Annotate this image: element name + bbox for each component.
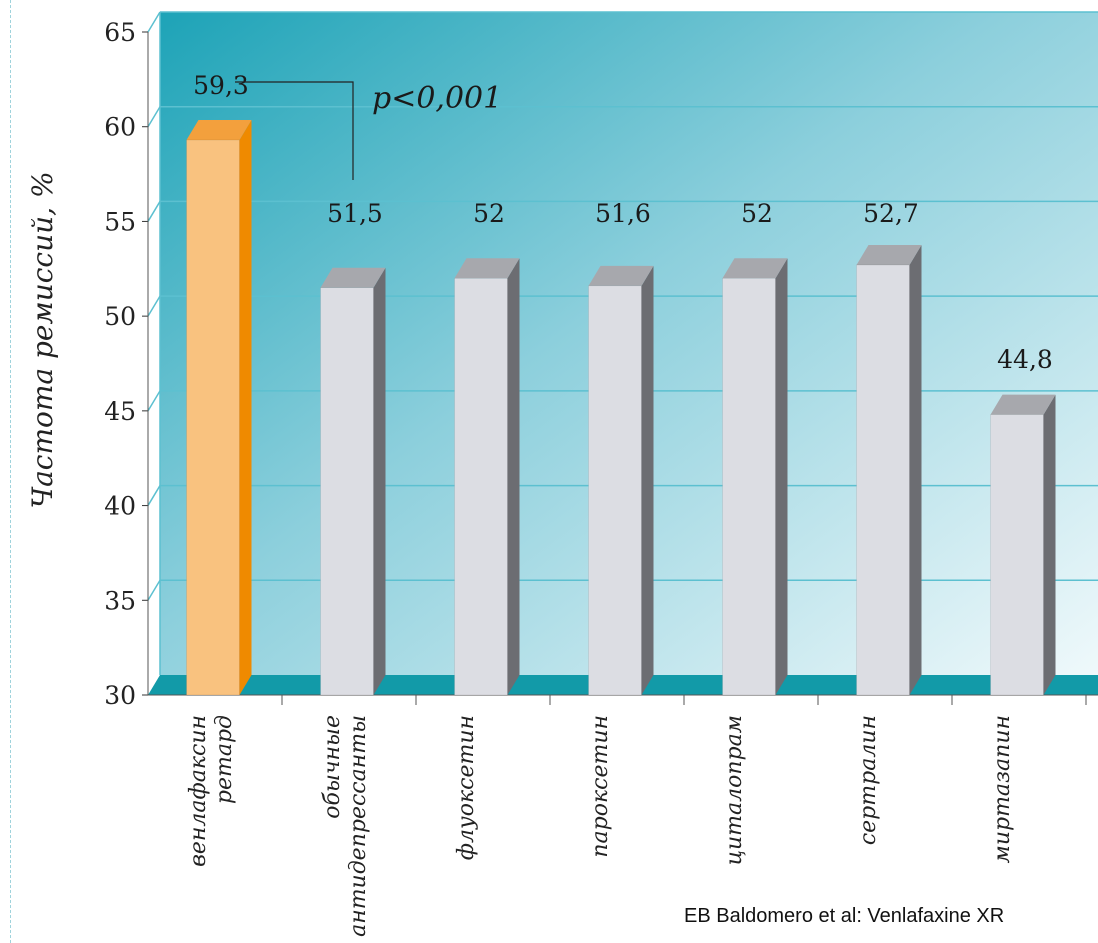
bar-top	[454, 258, 520, 279]
bar	[320, 267, 386, 696]
bar-side	[641, 265, 654, 695]
gridline-depth	[147, 295, 161, 317]
gridline-depth	[147, 390, 161, 412]
bar-top	[320, 267, 386, 288]
bar	[722, 258, 788, 696]
bar-side	[239, 119, 252, 695]
y-tick-label: 60	[104, 113, 136, 142]
bar-front	[186, 139, 240, 696]
significance-bracket	[235, 81, 354, 180]
bar-top	[588, 265, 654, 286]
data-label: 51,5	[327, 199, 383, 228]
page-edge-line	[0, 0, 11, 943]
bar-top	[186, 119, 252, 140]
x-tick-label: антидепрессанты	[346, 715, 371, 937]
bar-front	[454, 278, 508, 696]
data-label: 51,6	[595, 199, 651, 228]
bar-front	[320, 287, 374, 696]
y-tick-label: 35	[104, 586, 136, 615]
bar-front	[722, 278, 776, 696]
x-tick-label: венлафаксин	[186, 715, 211, 867]
bar	[454, 258, 520, 696]
y-tick-label: 40	[104, 492, 136, 521]
bar-top	[990, 394, 1056, 415]
x-tick-label: обычные	[320, 715, 345, 819]
p-value-annotation: p<0,001	[372, 81, 502, 116]
gridline-depth	[147, 485, 161, 506]
y-tick-label: 50	[104, 302, 136, 331]
gridline-depth	[147, 11, 161, 33]
data-label: 52,7	[863, 199, 919, 228]
bar-side	[373, 267, 386, 695]
bar	[186, 119, 252, 696]
y-tick-label: 45	[104, 397, 136, 426]
bar-front	[588, 285, 642, 696]
bar-side	[909, 244, 922, 696]
data-label: 52	[741, 199, 773, 228]
bar	[856, 244, 922, 696]
data-label: 44,8	[997, 345, 1053, 374]
data-label: 59,3	[193, 71, 249, 100]
y-axis-label: Частота ремиссий, %	[26, 171, 59, 508]
bar	[588, 265, 654, 696]
x-tick-label: циталопрам	[722, 715, 747, 865]
bar-top	[856, 244, 922, 265]
bar-front	[990, 414, 1044, 696]
gridline-depth	[147, 106, 161, 128]
x-tick-label: миртазапин	[990, 715, 1015, 863]
x-tick-label: сертралин	[856, 715, 881, 845]
x-tick-label: флуоксетин	[454, 715, 479, 860]
data-label: 52	[473, 199, 505, 228]
bar	[990, 394, 1056, 696]
bar-side	[507, 258, 520, 695]
bar-side	[775, 258, 788, 695]
bar-front	[856, 264, 910, 696]
bar-top	[722, 258, 788, 279]
y-tick-label: 55	[104, 207, 136, 236]
y-tick-label: 65	[104, 18, 136, 47]
y-tick-label: 30	[104, 681, 136, 710]
gridline-depth	[147, 579, 161, 601]
gridline-depth	[147, 201, 161, 222]
x-tick-label: пароксетин	[588, 715, 613, 858]
source-note: EB Baldomero et al: Venlafaxine XR	[684, 905, 1005, 927]
x-tick-label: ретард	[212, 715, 237, 804]
bar-side	[1043, 394, 1056, 695]
